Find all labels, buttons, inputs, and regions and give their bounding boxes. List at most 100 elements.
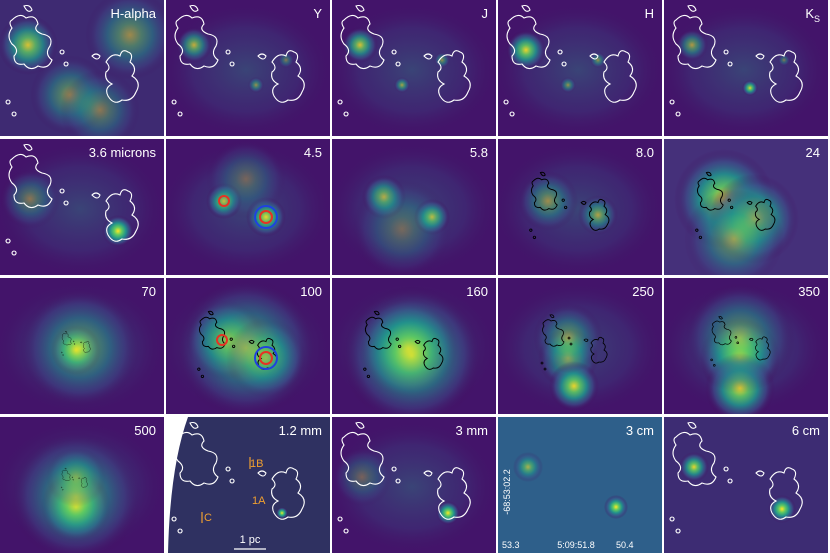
panel: 3.6 microns: [0, 139, 164, 275]
panel-label: 1.2 mm: [279, 423, 322, 438]
panel-image: [0, 0, 164, 136]
contour: [337, 4, 401, 117]
panel-image: [0, 139, 164, 275]
emission-blob: [590, 52, 606, 68]
label-main: H-alpha: [110, 6, 156, 21]
panel-label: 3.6 microns: [89, 145, 157, 160]
ra-label: 53.3: [502, 540, 520, 550]
panel: 250: [498, 278, 662, 414]
contour: [503, 4, 567, 117]
scale-label: 1 pc: [240, 534, 261, 546]
panel-image: [498, 278, 662, 414]
panel: J: [332, 0, 496, 136]
ra-label: 50.4: [616, 540, 634, 550]
aperture-red: [216, 334, 228, 346]
ra-label: 5:09:51.8: [557, 540, 595, 550]
dec-label: -68:53:02.2: [502, 469, 512, 515]
emission-blob: [604, 495, 628, 519]
panel-label: 3 mm: [456, 423, 489, 438]
panel: 160: [332, 278, 496, 414]
label-main: 160: [466, 284, 488, 299]
emission-blob: [394, 77, 410, 93]
panel-image: [332, 278, 496, 414]
emission-blob: [685, 283, 795, 393]
panel-label: 4.5: [304, 145, 322, 160]
panel-image: [0, 278, 164, 414]
label-main: 4.5: [304, 145, 322, 160]
emission-blob: [332, 447, 392, 507]
panel: Y: [166, 0, 330, 136]
contour: [78, 476, 88, 488]
source-label: C: [204, 512, 212, 524]
panel: 350: [664, 278, 828, 414]
emission-blob: [11, 432, 141, 553]
aperture-red: [259, 351, 273, 365]
panel-label: J: [482, 6, 489, 21]
panel-label: 160: [466, 284, 488, 299]
emission-blob: [0, 169, 60, 229]
label-main: 1.2 mm: [279, 423, 322, 438]
contour: [746, 198, 776, 231]
aperture-blue: [254, 346, 278, 370]
emission-blob: [176, 278, 316, 414]
aperture-blue: [254, 205, 278, 229]
contour: [257, 467, 305, 520]
panel: 3 cm -68:53:02.2 53.3 5:09:51.8 50.4: [498, 417, 662, 553]
panel-label: KS: [805, 6, 820, 24]
emission-blob: [518, 171, 578, 231]
panel-image: [332, 417, 496, 553]
emission-blob: [60, 70, 140, 136]
panel-label: 6 cm: [792, 423, 820, 438]
panel: 3 mm: [332, 417, 496, 553]
panel-label: 250: [632, 284, 654, 299]
contour: [197, 310, 236, 379]
panel-label: 3 cm: [626, 423, 654, 438]
contour: [363, 310, 402, 379]
label-subscript: S: [814, 14, 820, 24]
panel: 100: [166, 278, 330, 414]
emission-blob: [176, 27, 212, 63]
label-main: 3.6 microns: [89, 145, 157, 160]
contour: [5, 4, 69, 117]
emission-blob: [679, 452, 709, 482]
panel-label: 8.0: [636, 145, 654, 160]
label-main: 6 cm: [792, 423, 820, 438]
contour: [423, 467, 471, 520]
emission-blob: [513, 452, 543, 482]
contour: [669, 4, 733, 117]
panel-image: [498, 417, 662, 553]
emission-blob: [85, 0, 164, 80]
panel-image: [664, 278, 828, 414]
contour: [669, 421, 733, 534]
panel-image: [664, 417, 828, 553]
contour: [589, 50, 637, 103]
contour: [171, 4, 235, 117]
panel-background: [498, 417, 662, 553]
panel-image: [664, 139, 828, 275]
emission-blob: [560, 77, 576, 93]
panel-background: [166, 417, 330, 553]
label-main: 24: [806, 145, 820, 160]
contour: [755, 467, 803, 520]
contour: [423, 50, 471, 103]
panel-background: [664, 417, 828, 553]
emission-blob: [276, 507, 288, 519]
panel-image: [0, 417, 164, 553]
panel: H-alpha: [0, 0, 164, 136]
panel-label: 100: [300, 284, 322, 299]
label-main: 350: [798, 284, 820, 299]
emission-blob: [278, 52, 294, 68]
panel-label: 5.8: [470, 145, 488, 160]
panel: H: [498, 0, 662, 136]
panel: 1.2 mm 1B 1A C 1 pc: [166, 417, 330, 553]
label-main: 8.0: [636, 145, 654, 160]
panel-image: [166, 417, 330, 553]
source-label: 1B: [250, 458, 263, 470]
diffuse-emission: [498, 0, 662, 136]
label-main: 500: [134, 423, 156, 438]
label-main: J: [482, 6, 489, 21]
panel-label: Y: [313, 6, 322, 21]
label-main: 70: [142, 284, 156, 299]
label-main: Y: [313, 6, 322, 21]
emission-blob: [206, 139, 286, 219]
